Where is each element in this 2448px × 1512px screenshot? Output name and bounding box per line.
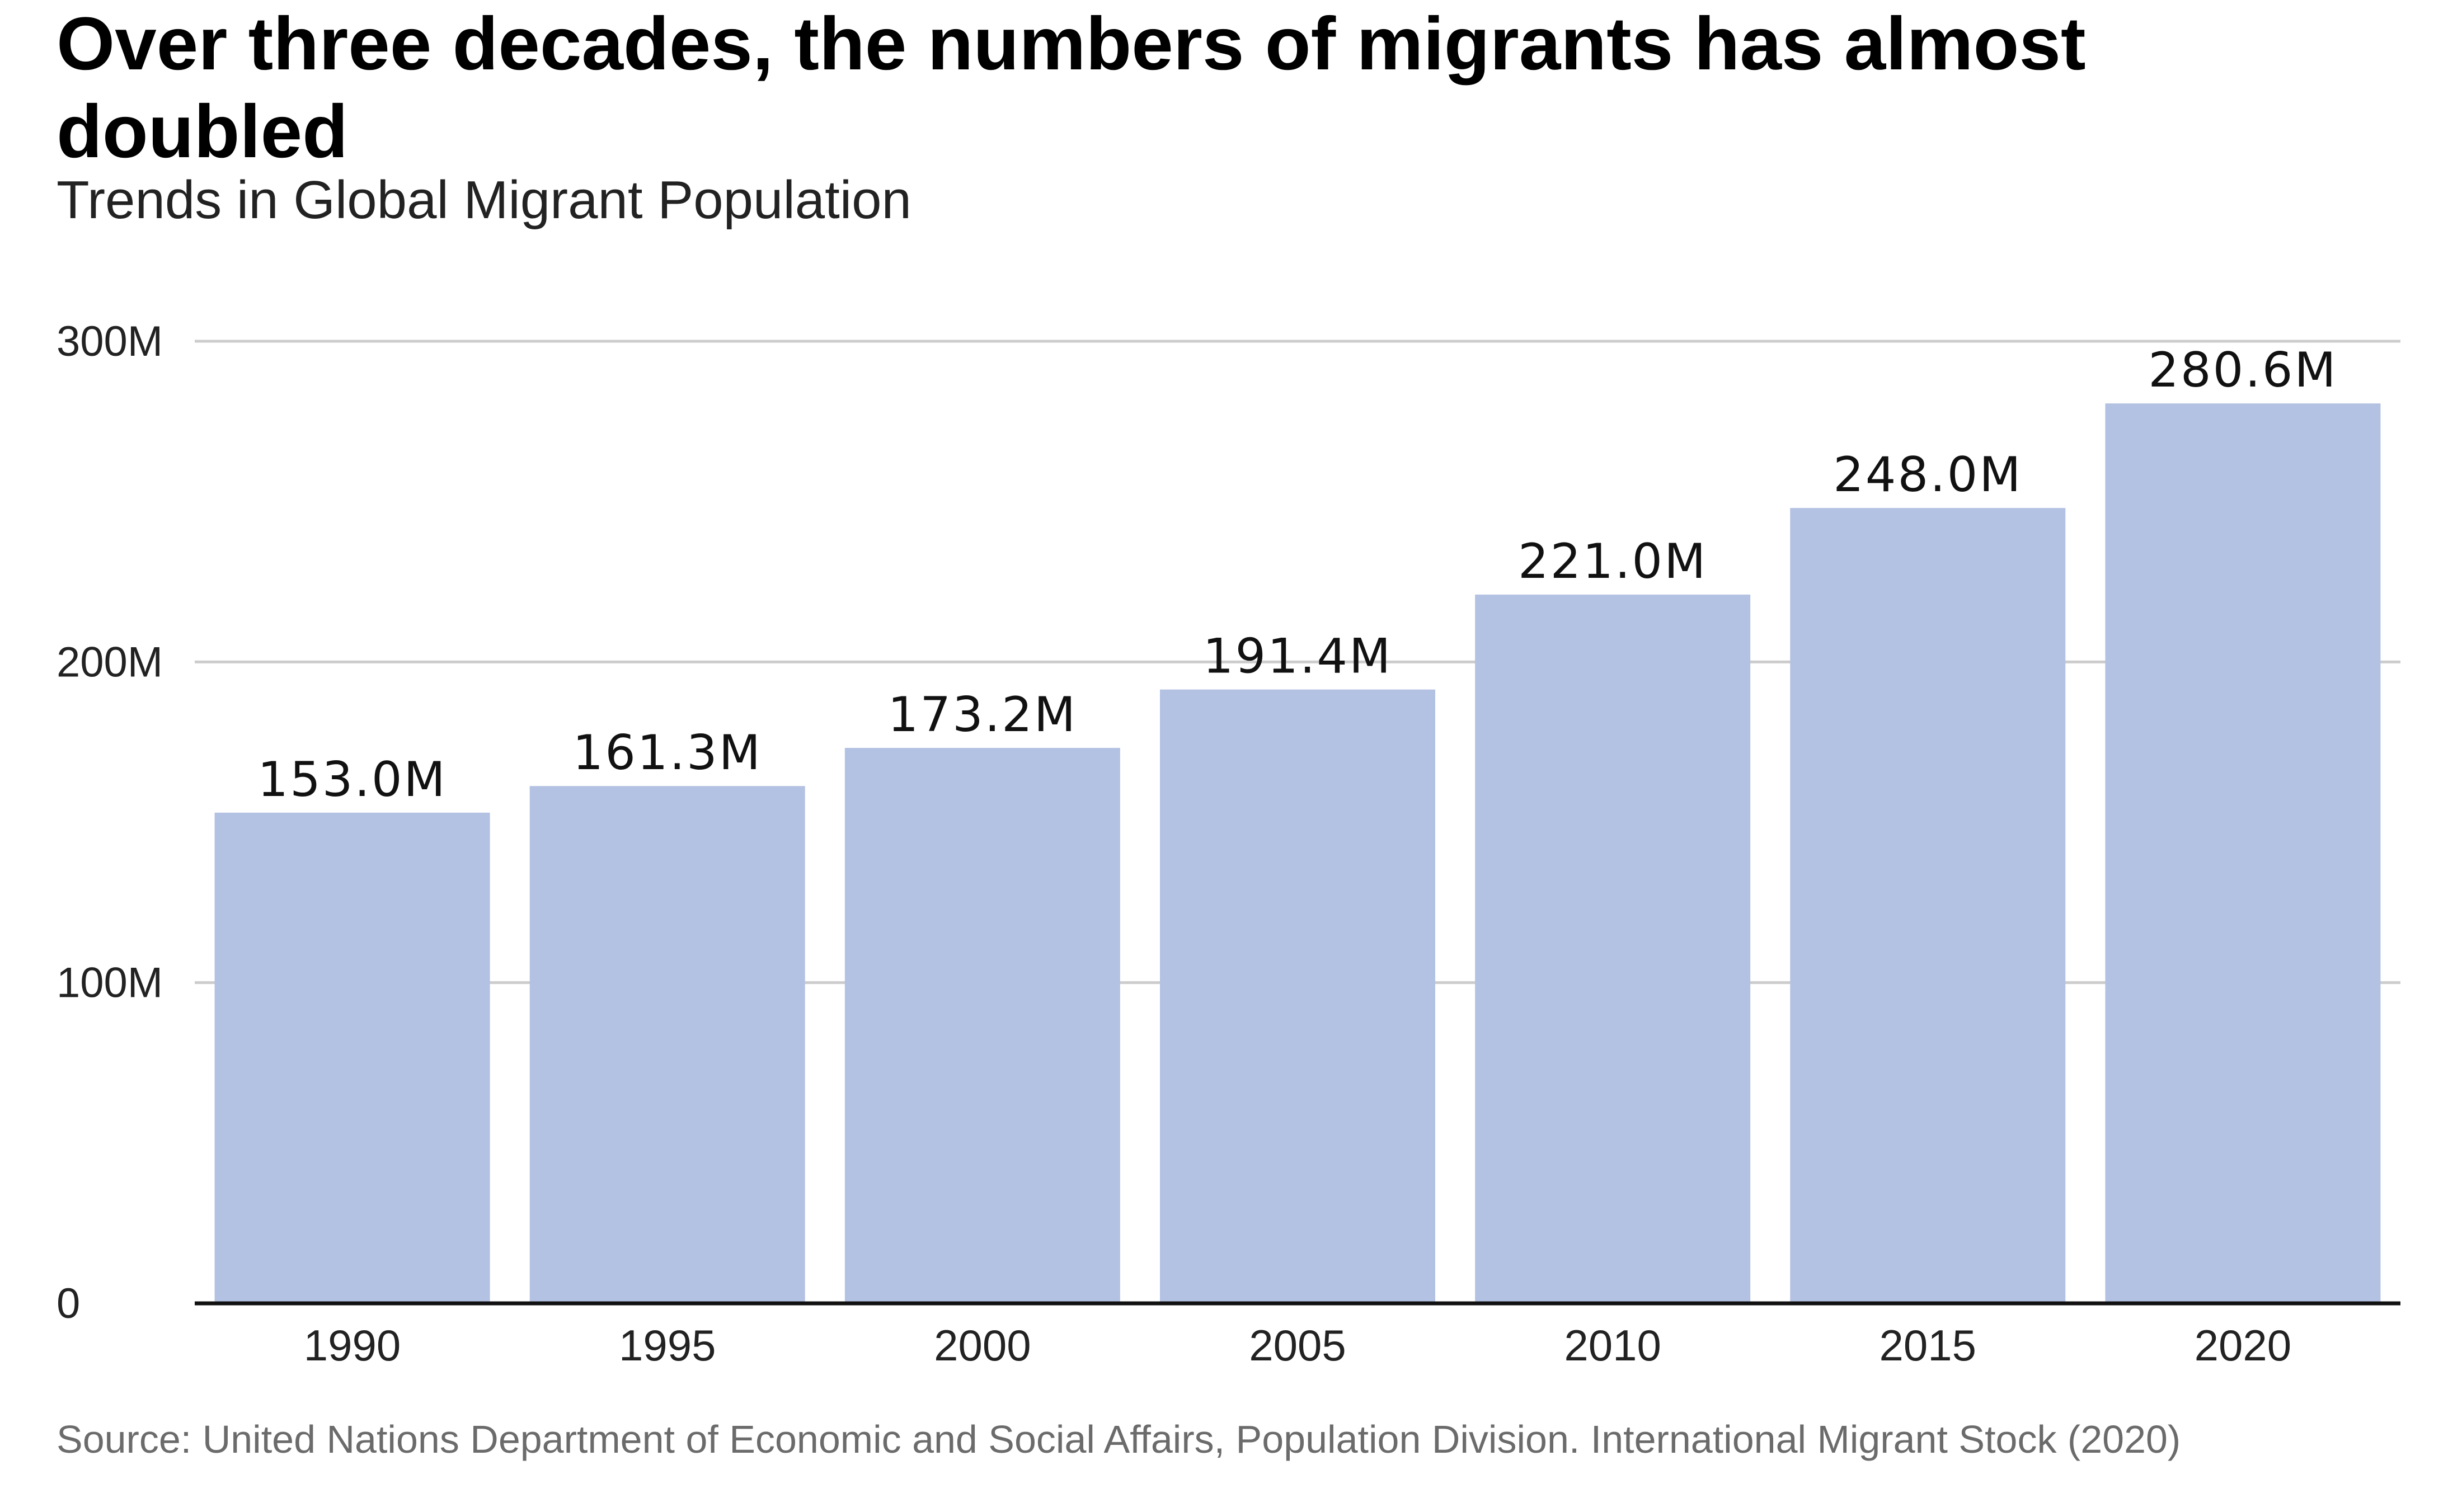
x-tick-label: 2015 xyxy=(1880,1321,1977,1370)
bar xyxy=(1475,594,1751,1303)
bar-data-label: 280.6M xyxy=(2148,342,2337,398)
x-tick-label: 2020 xyxy=(2195,1321,2292,1370)
bar xyxy=(2105,403,2381,1303)
x-tick-label: 1990 xyxy=(304,1321,401,1370)
bar-data-label: 248.0M xyxy=(1833,447,2022,503)
bar-data-label: 191.4M xyxy=(1203,629,1392,685)
bar xyxy=(1160,689,1435,1303)
bar-data-label: 153.0M xyxy=(257,752,447,808)
x-tick-label: 1995 xyxy=(619,1321,716,1370)
bars xyxy=(214,403,2381,1304)
bar xyxy=(214,812,490,1303)
y-tick-label: 100M xyxy=(57,959,163,1007)
bar-data-label: 221.0M xyxy=(1518,534,1707,590)
chart-subtitle: Trends in Global Migrant Population xyxy=(57,170,911,230)
x-tick-label: 2005 xyxy=(1249,1321,1346,1370)
bar xyxy=(844,747,1120,1303)
source-note: Source: United Nations Department of Eco… xyxy=(57,1417,2181,1461)
chart-title: Over three decades, the numbers of migra… xyxy=(57,2,2086,173)
bar-data-label: 173.2M xyxy=(888,687,1077,743)
y-axis-tick-labels: 0 100M 200M 300M xyxy=(57,318,163,1327)
x-tick-label: 2000 xyxy=(934,1321,1031,1370)
y-tick-label: 200M xyxy=(57,638,163,686)
y-tick-label: 300M xyxy=(57,318,163,365)
bar-data-label: 161.3M xyxy=(573,725,762,781)
bar xyxy=(529,786,805,1303)
bar xyxy=(1790,508,2066,1304)
y-tick-label: 0 xyxy=(57,1280,80,1327)
x-tick-label: 2010 xyxy=(1564,1321,1661,1370)
x-axis-tick-labels: 1990 1995 2000 2005 2010 2015 2020 xyxy=(304,1321,2291,1370)
bar-data-labels: 153.0M 161.3M 173.2M 191.4M 221.0M 248.0M 280.… xyxy=(257,342,2337,808)
